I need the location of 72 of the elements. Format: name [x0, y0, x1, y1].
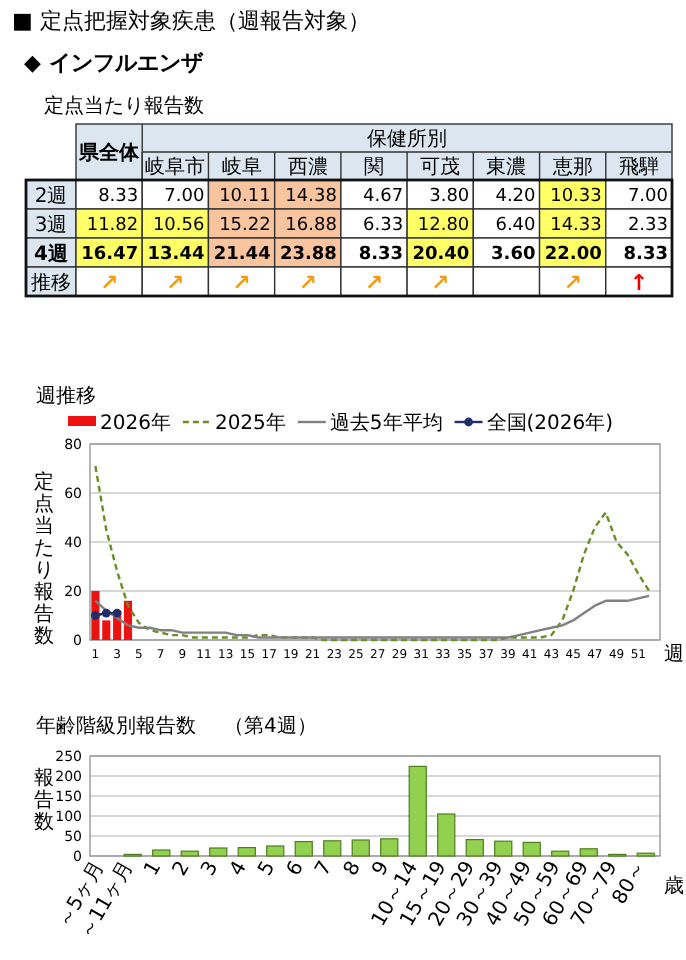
text: ↗ [431, 270, 450, 296]
x-tick-label: 飛騨 [618, 155, 659, 179]
x-tick-label: 西濃 [287, 155, 328, 179]
x-tick-label: 1 [141, 858, 167, 881]
legend-label: 2025年 [214, 411, 286, 435]
x-tick-label: 関 [364, 157, 384, 179]
data-label: 10.11 [219, 187, 271, 207]
y-tick-label: 4週 [34, 242, 70, 266]
data-label: 23.88 [279, 245, 337, 265]
x-tick-label: 8 [340, 858, 366, 881]
text: 保健所別 [367, 127, 448, 151]
y-tick-label: 3週 [34, 215, 68, 237]
data-label: 20.40 [412, 245, 470, 265]
x-tick-label: 可茂 [420, 155, 461, 179]
text: ■ 定点把握対象疾患（週報告対象） [12, 8, 370, 34]
data-label: 4.67 [363, 187, 404, 207]
x-axis-title: 週 [664, 644, 684, 666]
x-tick-label: 5 [255, 858, 281, 881]
legend-label: 2026年 [100, 411, 171, 435]
x-tick-label: 3 [198, 858, 224, 881]
chart-subtitle: （第4週） [224, 714, 317, 738]
data-label: 3.80 [429, 187, 470, 207]
y-axis-title: 定点当たり報告数 [34, 470, 54, 648]
data-label: 14.33 [550, 216, 602, 236]
x-tick-label: 県全体 [77, 141, 142, 165]
data-label: 15.22 [219, 216, 271, 236]
x-tick-label: 7 [312, 858, 338, 881]
chart-title: 定点当たり報告数 [44, 94, 204, 118]
data-label: 14.38 [285, 187, 338, 207]
chart-title: 年齢階級別報告数 [36, 714, 196, 738]
data-label: 10.33 [550, 187, 602, 207]
text: ↗ [232, 270, 251, 296]
y-tick-label: 推移 [31, 271, 71, 295]
data-label: 16.88 [285, 216, 338, 236]
data-label: 4.20 [495, 187, 537, 207]
text: ↗ [99, 270, 119, 296]
data-label: 21.44 [213, 245, 271, 265]
text: ↗ [364, 270, 384, 296]
legend-label: 全国(2026年) [486, 411, 614, 435]
data-label: 3.60 [491, 245, 536, 265]
data-label: 10.56 [152, 216, 205, 236]
text: ↗ [298, 270, 317, 296]
x-tick-label: 4 [226, 858, 252, 881]
x-axis-title: 歳 [664, 874, 684, 898]
y-axis-title: 報告数 [34, 766, 54, 834]
text: ↗ [563, 270, 582, 296]
x-tick-label: 岐阜市 [145, 155, 206, 179]
data-label: 8.33 [623, 245, 668, 265]
data-label: 13.44 [147, 245, 205, 265]
text: ↑ [629, 270, 649, 296]
x-tick-label: 東濃 [486, 155, 527, 179]
text: ↗ [166, 270, 185, 296]
data-label: 7.00 [164, 187, 205, 207]
x-tick-label: 2 [169, 858, 195, 881]
x-tick-label: 恵那 [550, 155, 593, 179]
chart-title: 週推移 [36, 384, 96, 408]
data-label: 8.33 [98, 187, 139, 207]
data-label: 7.00 [627, 187, 669, 207]
x-tick-label: 岐阜 [221, 155, 262, 179]
data-label: 12.80 [417, 216, 470, 236]
y-tick-label: 2週 [34, 186, 68, 208]
data-label: 16.47 [81, 245, 139, 265]
data-label: 11.82 [86, 216, 139, 236]
legend-label: 過去5年平均 [329, 411, 443, 435]
data-label: 6.33 [363, 216, 404, 236]
x-tick-label: 9 [369, 858, 395, 881]
text: ◆ インフルエンザ [24, 50, 205, 76]
data-label: 8.33 [358, 245, 404, 265]
x-tick-label: 6 [283, 858, 309, 881]
data-label: 6.40 [495, 216, 537, 236]
data-label: 22.00 [544, 245, 602, 265]
data-label: 2.33 [627, 216, 668, 236]
